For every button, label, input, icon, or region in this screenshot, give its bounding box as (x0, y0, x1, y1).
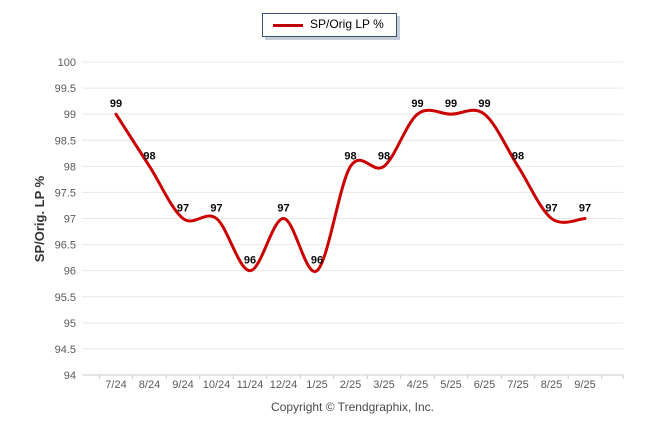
gridlines-layer (82, 61, 623, 376)
data-label: 96 (244, 255, 256, 267)
y-tick-label: 99.5 (55, 83, 76, 95)
legend-line-swatch (273, 23, 303, 27)
y-tick-label: 96.5 (55, 240, 76, 252)
data-label: 98 (512, 150, 524, 162)
x-tick-label: 7/24 (105, 379, 126, 391)
data-labels-layer: 99 98 97 97 96 97 96 98 98 99 99 99 98 97 97 (110, 98, 591, 267)
y-tick-label: 98.5 (55, 135, 76, 147)
x-tick-label: 12/24 (270, 379, 298, 391)
x-axis-labels: 7/24 8/24 9/24 10/24 11/24 12/24 1/25 2/25 3/25 4… (98, 375, 624, 391)
data-label: 99 (478, 98, 490, 110)
series-line (114, 108, 587, 273)
data-label: 98 (378, 150, 390, 162)
y-tick-label: 96 (64, 266, 76, 278)
y-tick-label: 97.5 (55, 187, 76, 199)
data-label: 98 (143, 150, 155, 162)
x-tick-label: 2/25 (340, 379, 361, 391)
y-tick-label: 95 (64, 318, 76, 330)
x-tick-label: 6/25 (474, 379, 495, 391)
data-label: 97 (579, 203, 591, 215)
data-label: 97 (210, 203, 222, 215)
y-tick-label: 95.5 (55, 292, 76, 304)
y-tick-label: 99 (64, 109, 76, 121)
x-tick-label: 10/24 (203, 379, 231, 391)
x-tick-label: 9/24 (172, 379, 193, 391)
x-tick-label: 8/24 (139, 379, 160, 391)
x-tick-label: 3/25 (373, 379, 394, 391)
y-tick-label: 94 (64, 370, 76, 382)
x-tick-label: 4/25 (407, 379, 428, 391)
series-layer (114, 108, 587, 273)
data-label: 97 (177, 203, 189, 215)
y-tick-label: 94.5 (55, 344, 76, 356)
y-tick-label: 97 (64, 214, 76, 226)
data-label: 96 (311, 255, 323, 267)
x-tick-label: 9/25 (574, 379, 595, 391)
data-label: 98 (344, 150, 356, 162)
data-label: 97 (277, 203, 289, 215)
y-axis-title: SP/Orig. LP % (32, 175, 47, 262)
legend: SP/Orig LP % (262, 13, 397, 37)
data-label: 97 (545, 203, 557, 215)
x-tick-label: 8/25 (541, 379, 562, 391)
y-tick-label: 100 (58, 57, 76, 69)
y-axis-labels: 100 99.5 99 98.5 98 97.5 97 96.5 96 95.5 95 94.5 94 (55, 57, 76, 382)
x-tick-label: 11/24 (237, 379, 264, 391)
x-tick-label: 5/25 (440, 379, 461, 391)
data-label: 99 (110, 98, 122, 110)
data-label: 99 (445, 98, 457, 110)
x-tick-label: 1/25 (306, 379, 327, 391)
copyright: Copyright © Trendgraphix, Inc. (271, 400, 434, 414)
y-tick-label: 98 (64, 161, 76, 173)
data-label: 99 (411, 98, 423, 110)
x-tick-label: 7/25 (507, 379, 528, 391)
legend-label: SP/Orig LP % (310, 17, 384, 31)
